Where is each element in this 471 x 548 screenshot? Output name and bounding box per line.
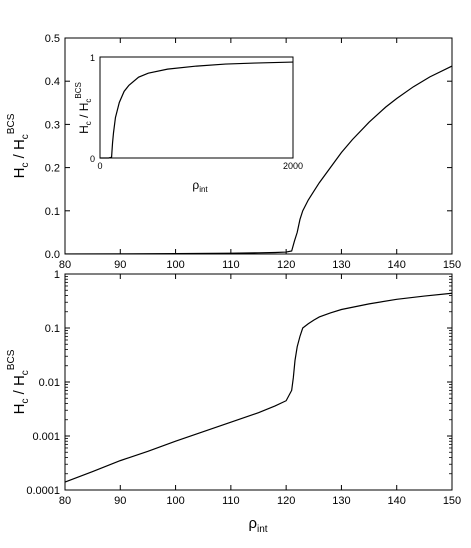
top-panel: 80 90 100 110 120 130 140 1500.00.10.20.30.40.5…	[6, 33, 461, 271]
bottom-x-tick-label: 140	[388, 495, 406, 507]
bottom-x-tick-label: 100	[166, 495, 184, 507]
bottom-x-tick-label: 150	[443, 495, 461, 507]
bottom-plot-frame	[64, 273, 453, 491]
inset-ticks: 0 2000 0 1	[90, 53, 303, 171]
inset-y-tick-label: 1	[90, 53, 95, 63]
top-plot-frame	[64, 37, 453, 255]
bottom-y-tick-label: 0.001	[32, 431, 60, 443]
bottom-x-tick-label: 130	[332, 495, 350, 507]
bottom-x-tick-label: 120	[277, 495, 295, 507]
inset-frame	[99, 56, 294, 159]
bottom-x-tick-label: 90	[114, 495, 126, 507]
top-x-tick-label: 110	[222, 259, 240, 271]
bottom-series-line	[64, 292, 453, 483]
bottom-y-tick-label: 0.01	[39, 377, 60, 389]
bottom-x-tick-label: 80	[59, 495, 71, 507]
bottom-x-tick-label: 110	[222, 495, 240, 507]
top-x-tick-label: 100	[166, 259, 184, 271]
top-x-tick-label: 150	[443, 259, 461, 271]
top-y-tick-label: 0.3	[45, 119, 60, 131]
inset-y-axis-label: Hc / HcBCS	[74, 82, 93, 134]
bottom-y-axis-label: Hc / HcBCS	[6, 349, 31, 414]
top-series-line	[64, 65, 453, 255]
inset-x-tick-label: 0	[97, 161, 102, 171]
inset-panel: 0 2000 0 1 Hc / HcBCS ρint	[74, 53, 303, 194]
top-x-tick-label: 130	[332, 259, 350, 271]
top-x-tick-label: 90	[114, 259, 126, 271]
top-y-tick-label: 0.4	[45, 76, 60, 88]
top-y-tick-label: 0.1	[45, 206, 60, 218]
top-y-axis-label: Hc / HcBCS	[6, 113, 31, 178]
bottom-x-axis-label: ρint	[248, 515, 267, 535]
top-y-tick-label: 0.5	[45, 33, 60, 45]
bottom-ticks: 80 90 100 110 120 130 140 150 0.0001 0.001 0.01 0.1…	[26, 269, 461, 507]
top-y-tick-label: 0.0	[45, 249, 60, 261]
inset-x-tick-label: 2000	[283, 161, 303, 171]
top-y-tick-label: 0.2	[45, 163, 60, 175]
bottom-panel: 80 90 100 110 120 130 140 150 0.0001 0.001 0.01 0.1…	[6, 269, 461, 535]
bottom-y-tick-label: 1	[54, 269, 60, 281]
bottom-y-tick-label: 0.0001	[26, 485, 60, 497]
top-x-tick-label: 80	[59, 259, 71, 271]
inset-series-line	[100, 61, 294, 159]
inset-y-tick-label: 0	[90, 154, 95, 164]
inset-x-axis-label: ρint	[192, 178, 208, 194]
bottom-y-tick-label: 0.1	[45, 323, 60, 335]
top-x-tick-label: 140	[388, 259, 406, 271]
top-x-tick-label: 120	[277, 259, 295, 271]
